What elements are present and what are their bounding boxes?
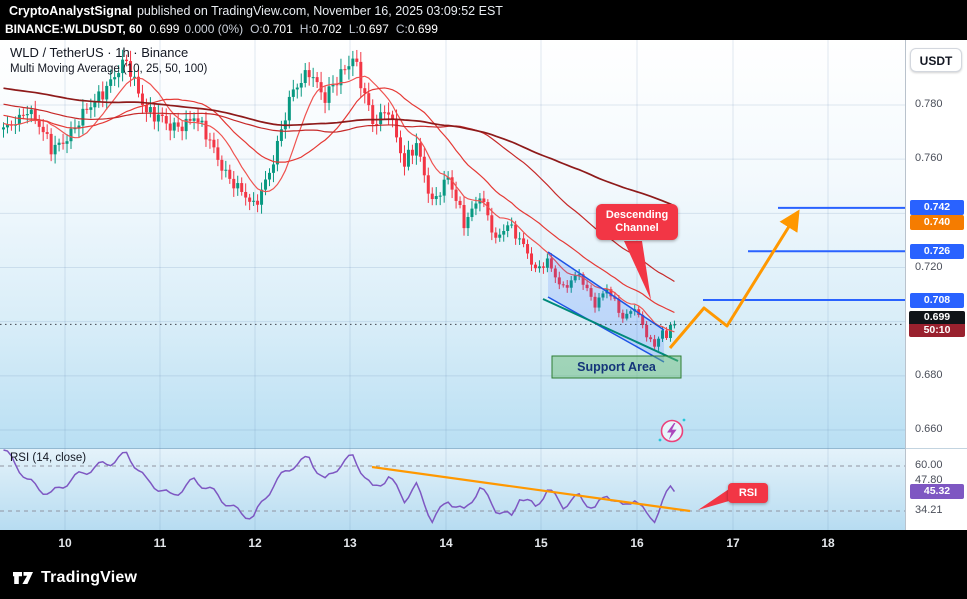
rsi-value-badge: 45.32 xyxy=(910,484,964,500)
time-axis-label: 14 xyxy=(439,536,453,550)
ohlc-field: O:0.701 xyxy=(250,22,293,36)
ohlc-value: 0.699 xyxy=(407,22,438,36)
price-level-badge: 0.726 xyxy=(910,243,964,259)
ohlc-field: L:0.697 xyxy=(349,22,389,36)
price-axis[interactable]: USDT 0.780 0.760 0.720 0.680 0.660 0.742 0.740… xyxy=(905,40,967,530)
projection-arrow[interactable] xyxy=(668,209,800,349)
price-level-badge: 0.742 xyxy=(910,200,964,216)
ohlc-field: C:0.699 xyxy=(396,22,438,36)
ohlc-values: O:0.701 H:0.702 L:0.697 C:0.699 xyxy=(243,22,438,36)
price-tick-label: 0.720 xyxy=(915,260,943,273)
attribution-line: CryptoAnalystSignal published on TradingV… xyxy=(9,4,503,18)
ohlc-label: L: xyxy=(348,22,359,36)
time-axis-label: 18 xyxy=(821,536,835,550)
grid xyxy=(0,40,905,530)
time-axis-label: 10 xyxy=(58,536,72,550)
brand-name: TradingView xyxy=(41,569,138,586)
indicator-legend[interactable]: Multi Moving Average (10, 25, 50, 100) xyxy=(10,63,208,75)
time-axis-label: 12 xyxy=(248,536,262,550)
tradingview-logo-icon xyxy=(13,572,33,584)
descending-channel-pointer xyxy=(624,241,651,300)
last-price-text: 0.699 xyxy=(149,22,180,36)
top-bar: CryptoAnalystSignal published on TradingV… xyxy=(0,0,967,40)
price-level-badge: 0.708 xyxy=(910,292,964,308)
symbol-status-line: BINANCE:WLDUSDT, 60 0.699 0.000 (0%) O:0.70… xyxy=(5,22,438,36)
rsi-callout-pointer xyxy=(698,489,729,510)
time-axis-label: 16 xyxy=(630,536,644,550)
price-tick-label: 0.680 xyxy=(915,368,943,381)
ohlc-label: O: xyxy=(250,22,263,36)
rsi-plot xyxy=(0,449,905,525)
price-tick-label: 0.660 xyxy=(915,423,943,435)
support-area-label[interactable]: Support Area xyxy=(577,360,656,374)
candlesticks xyxy=(2,49,676,351)
pane-separator xyxy=(906,448,967,449)
time-axis-label: 15 xyxy=(534,536,548,550)
rsi-tick-label: 47.80 xyxy=(915,474,943,487)
currency-unit-button[interactable]: USDT xyxy=(910,48,962,72)
ohlc-field: H:0.702 xyxy=(300,22,342,36)
price-level-badge: 0.740 xyxy=(910,214,964,230)
symbol-name: BINANCE:WLDUSDT, 60 xyxy=(5,22,143,36)
rsi-trendline[interactable] xyxy=(371,465,691,513)
last-price-badge: 0.699 50:10 xyxy=(909,311,965,338)
footer-brand: TradingView xyxy=(12,565,137,591)
symbol-legend[interactable]: WLD / TetherUS · 1h · Binance xyxy=(10,45,189,60)
descending-channel-callout[interactable]: Descending Channel xyxy=(596,204,678,240)
lightning-sticker-icon[interactable] xyxy=(658,418,686,443)
time-axis-label: 17 xyxy=(726,536,740,550)
time-axis-label: 11 xyxy=(153,536,167,550)
chart-canvas[interactable] xyxy=(0,40,905,530)
ohlc-label: C: xyxy=(395,22,408,36)
ohlc-value: 0.701 xyxy=(262,22,293,36)
support-area-band[interactable] xyxy=(551,355,682,379)
rsi-indicator-legend[interactable]: RSI (14, close) xyxy=(10,452,87,464)
ohlc-label: H: xyxy=(299,22,312,36)
price-tick-label: 0.760 xyxy=(915,152,943,165)
rsi-tick-label: 34.21 xyxy=(915,504,943,516)
bar-countdown: 50:10 xyxy=(909,324,965,338)
moving-averages xyxy=(3,75,675,333)
author-name: CryptoAnalystSignal xyxy=(9,4,132,18)
ohlc-value: 0.697 xyxy=(358,22,389,36)
chart-area[interactable]: WLD / TetherUS · 1h · Binance Multi Movi… xyxy=(0,40,905,530)
ohlc-value: 0.702 xyxy=(311,22,342,36)
price-tick-label: 0.780 xyxy=(915,98,943,110)
time-axis[interactable]: 10 11 12 13 14 15 16 17 18 xyxy=(0,530,905,558)
descending-channel-drawing[interactable] xyxy=(542,251,679,363)
rsi-callout[interactable]: RSI xyxy=(728,483,768,503)
price-change-text: 0.000 (0%) xyxy=(184,22,244,36)
published-text: published on TradingView.com, November 1… xyxy=(136,4,503,18)
rsi-tick-label: 60.00 xyxy=(915,459,943,471)
last-price-value: 0.699 xyxy=(909,311,965,325)
time-axis-label: 13 xyxy=(343,536,357,550)
